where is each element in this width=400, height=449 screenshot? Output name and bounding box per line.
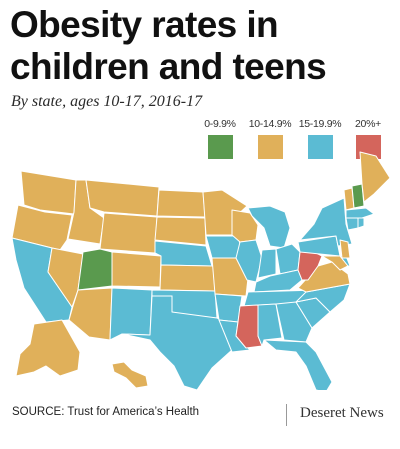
state-OH (275, 243, 301, 275)
legend-item-low: 0-9.9% (196, 117, 244, 159)
title-line-2: children and teens (10, 46, 327, 87)
source-credit: SOURCE: Trust for America’s Health (12, 406, 200, 418)
state-FL (263, 339, 333, 390)
state-MT (85, 179, 160, 217)
state-HI (111, 361, 149, 389)
state-IN (257, 248, 277, 279)
legend-swatch-high (307, 135, 333, 159)
legend-item-high: 15-19.9% (296, 117, 344, 159)
legend-swatch-low (207, 135, 233, 159)
legend-item-mid: 10-14.9% (246, 117, 294, 159)
state-NM (109, 287, 153, 341)
state-MD (321, 255, 349, 271)
footer-divider (286, 404, 287, 426)
state-CT (345, 217, 359, 231)
title-line-1: Obesity rates in (10, 4, 279, 45)
page-title: Obesity rates in children and teens (10, 4, 327, 88)
state-NH (351, 183, 365, 209)
subtitle: By state, ages 10-17, 2016-17 (11, 93, 203, 110)
legend-label-low: 0-9.9% (204, 118, 236, 130)
state-MA (345, 207, 375, 219)
state-KS (159, 264, 216, 292)
state-CO (111, 251, 162, 288)
state-UT (77, 248, 113, 291)
legend-label-top: 20%+ (355, 118, 381, 130)
state-GA (275, 301, 313, 343)
state-NJ (339, 239, 351, 259)
us-map (11, 151, 391, 390)
legend-swatch-mid (257, 135, 283, 159)
legend-label-high: 15-19.9% (298, 118, 342, 130)
state-RI (357, 217, 365, 229)
state-AR (214, 293, 243, 323)
state-WY (99, 212, 158, 254)
state-ME (359, 151, 391, 203)
state-ND (156, 189, 206, 218)
state-MO (211, 257, 249, 297)
publisher-logo: Deseret News (300, 405, 384, 421)
legend-label-mid: 10-14.9% (248, 118, 292, 130)
state-TX (121, 295, 233, 390)
state-WA (20, 170, 77, 215)
state-NY (299, 197, 353, 247)
state-SD (154, 216, 207, 246)
state-AK (15, 319, 81, 377)
